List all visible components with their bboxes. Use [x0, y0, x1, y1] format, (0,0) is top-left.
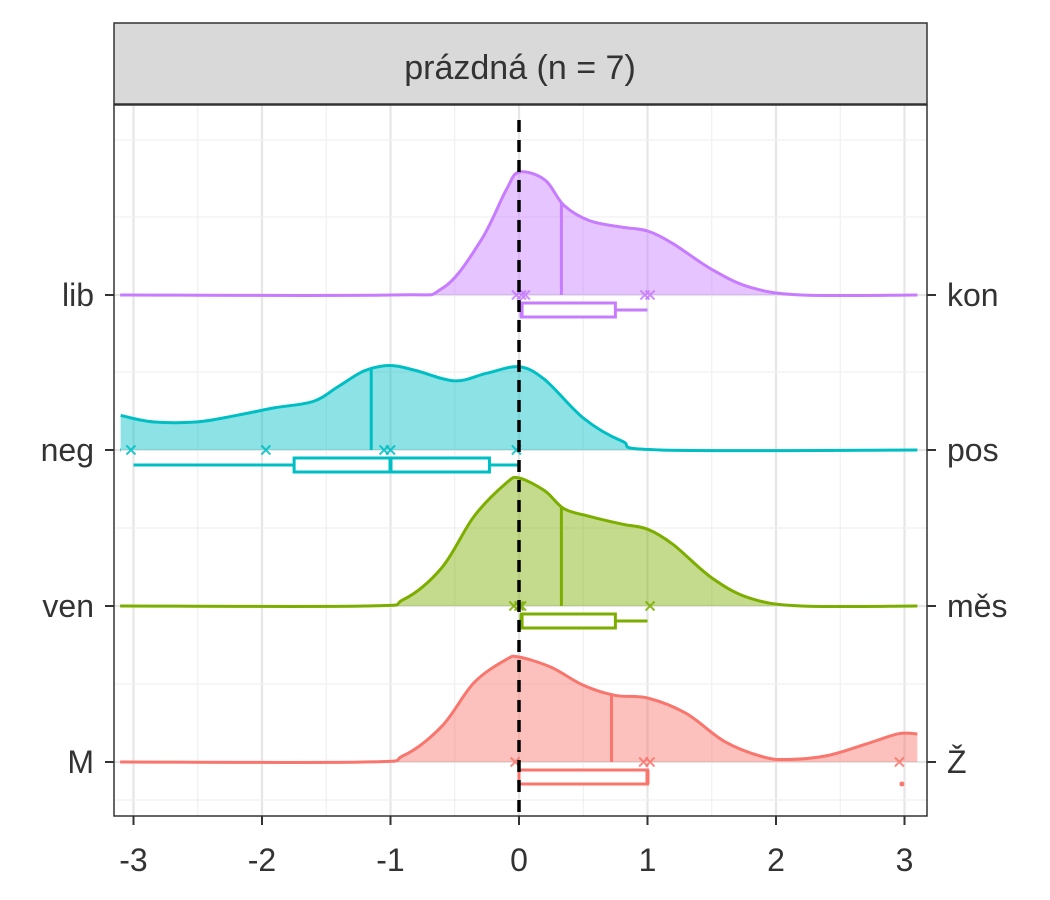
x-tick-label: -2: [248, 842, 276, 878]
data-point-stroke: [644, 289, 656, 301]
data-point: [260, 444, 272, 456]
boxplot: [517, 768, 905, 787]
x-tick-label: 3: [896, 842, 914, 878]
x-tick-label: -1: [376, 842, 404, 878]
data-point: [125, 444, 137, 456]
boxplot: [519, 612, 648, 630]
density-line: [120, 170, 918, 298]
x-tick-label: -3: [119, 842, 147, 878]
facet-title: prázdná (n = 7): [404, 49, 636, 87]
y-label-left: ven: [42, 588, 94, 624]
x-tick-label: 2: [767, 842, 785, 878]
x-tick-label: 1: [639, 842, 657, 878]
data-point: [894, 756, 905, 768]
y-label-left: neg: [41, 432, 94, 468]
density-line: [120, 475, 918, 609]
ridge-lib: [120, 170, 918, 319]
boxplot-box: [520, 612, 617, 630]
data-point-stroke: [520, 289, 531, 301]
y-label-right: měs: [947, 588, 1007, 624]
density-line: [120, 364, 918, 453]
y-label-right: pos: [947, 432, 999, 468]
facet-strip: prázdná (n = 7): [113, 22, 928, 105]
facet-strip-background: [113, 22, 928, 105]
data-point-stroke: [260, 444, 272, 456]
boxplot: [519, 301, 648, 319]
data-point: [644, 600, 656, 612]
data-point-stroke: [894, 756, 905, 768]
y-label-right: Ž: [947, 744, 967, 780]
density-area: [120, 171, 918, 296]
axes: -3 -2 -1 0 1 2 3 lib kon neg pos ven měs M Ž: [41, 277, 1008, 878]
x-tick-label: 0: [510, 842, 528, 878]
data-point-stroke: [644, 600, 656, 612]
data-point: [644, 756, 656, 768]
boxplot-outlier: [899, 781, 905, 787]
boxplot: [133, 456, 519, 474]
boxplot-box: [517, 768, 649, 786]
data-point: [644, 289, 656, 301]
data-point-stroke: [509, 756, 521, 768]
panel-border-rect: [113, 104, 928, 817]
density-line: [120, 654, 918, 764]
data-point: [385, 444, 396, 456]
data-point-stroke: [125, 444, 137, 456]
data-point-stroke: [644, 756, 656, 768]
data-point-stroke: [516, 289, 527, 301]
y-label-right: kon: [947, 277, 999, 313]
boxplot-box: [520, 301, 617, 319]
y-label-left: M: [67, 744, 94, 780]
data-point-stroke: [385, 444, 396, 456]
y-label-left: lib: [62, 277, 94, 313]
panel-border: [113, 104, 928, 817]
data-point: [520, 289, 531, 301]
